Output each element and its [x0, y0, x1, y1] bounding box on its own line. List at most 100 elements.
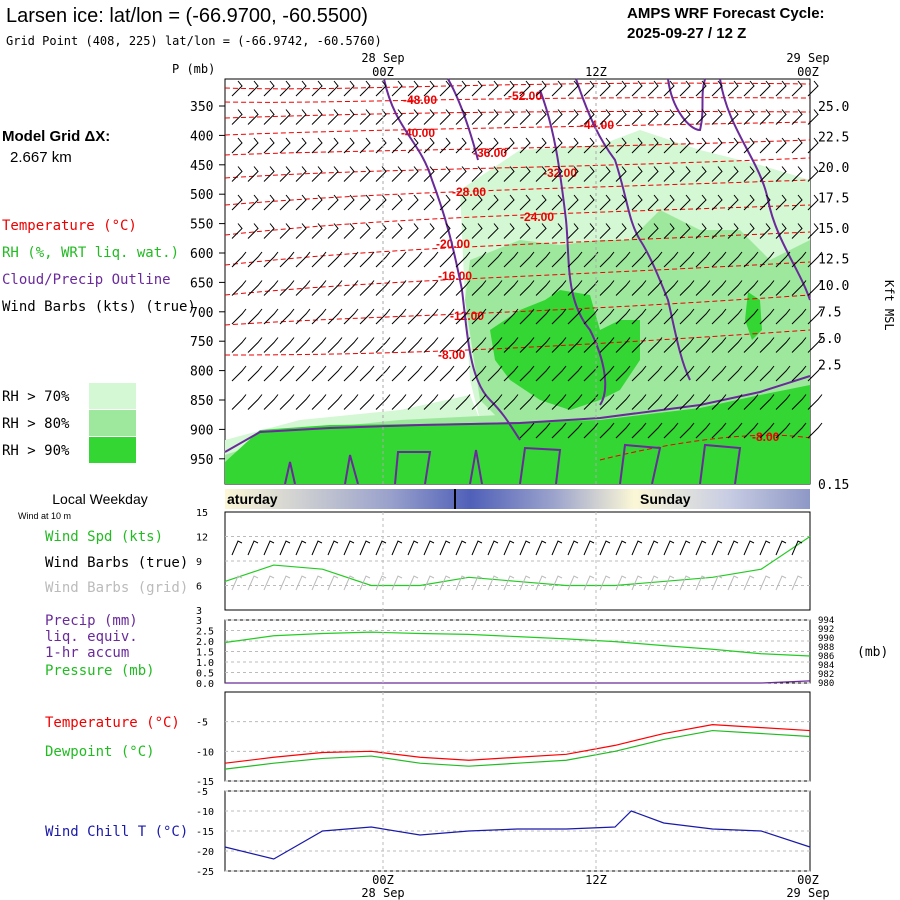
wind-barb [791, 80, 803, 97]
pressure-axis-label: P (mb) [172, 62, 215, 76]
rh80-swatch [89, 410, 136, 436]
pressure-tick-label: 550 [190, 218, 213, 233]
temp-label-16: -16.00 [438, 269, 472, 283]
wind-barb [375, 280, 391, 296]
wind-barb [647, 137, 659, 154]
wind-barb [567, 166, 579, 182]
wind-barb [391, 223, 403, 239]
wind-barb [551, 109, 563, 125]
wind-barb [279, 109, 291, 125]
wind-barb [743, 109, 755, 125]
wind-barb [711, 223, 723, 239]
wind-barb [359, 365, 375, 382]
wind-barb [743, 166, 755, 182]
wind-barb [583, 394, 599, 410]
wind-barb-grid [743, 575, 755, 591]
wind-barb [791, 280, 807, 296]
wind-barb-true [647, 540, 659, 556]
wind-barb-grid [567, 575, 579, 591]
kft-tick-label: 5.0 [818, 332, 841, 347]
wind-barb [647, 365, 663, 382]
wind-barb-grid [631, 575, 643, 591]
wind-barb [567, 280, 583, 296]
wind-barb [807, 280, 823, 296]
forecast-cycle-label: AMPS WRF Forecast Cycle: [627, 5, 825, 22]
wind-barb-true [519, 540, 531, 556]
weekday-band [225, 489, 810, 509]
wind-barb [343, 194, 355, 211]
wind-barb [231, 308, 247, 325]
wind-barb [247, 365, 263, 382]
wind-barbs-true-label: Wind Barbs (true) [45, 555, 188, 571]
wind-barb [295, 109, 307, 125]
wind-barb [599, 166, 611, 182]
wind-barb [727, 308, 743, 325]
wind-barb [519, 166, 531, 182]
wind-barb-grid [311, 575, 323, 591]
temp-label-8b: -8.00 [752, 430, 780, 444]
model-grid-value: 2.667 km [10, 149, 72, 166]
wind-barb [263, 251, 279, 268]
wind-barb [279, 166, 291, 182]
wind-barb [391, 394, 407, 410]
wind-barb [615, 365, 631, 382]
wind-barb [807, 308, 823, 325]
wind-barb [519, 251, 535, 268]
top-date-1: 28 Sep [361, 51, 404, 65]
wind-barb [423, 280, 439, 296]
pressure-tick-label: 400 [190, 129, 213, 144]
wind-barb [263, 109, 275, 125]
wind-barb [519, 137, 531, 154]
wind-barb [583, 337, 599, 353]
wind-barb [439, 251, 455, 268]
wind-barb [567, 308, 583, 325]
wind-barb [359, 337, 375, 353]
wind-barb [279, 280, 295, 296]
wind-barb [487, 166, 499, 182]
wind-barb [759, 166, 771, 182]
wind-barb [407, 365, 423, 382]
wind-barb [615, 137, 627, 154]
temp-tick-label: -15 [196, 777, 214, 788]
top-tick-00z-2: 00Z [797, 65, 819, 79]
wind-barb [407, 251, 423, 268]
wind-barb [647, 109, 659, 125]
wind-barb [327, 166, 339, 182]
wind-barb [407, 394, 423, 410]
wind-barb [663, 109, 675, 125]
wind-barb [439, 223, 451, 239]
wind-barb [503, 223, 515, 239]
wind-barb [359, 137, 371, 154]
wind-barb [391, 166, 403, 182]
wind-barb [519, 80, 531, 97]
wind-barb [615, 394, 631, 410]
wind-barb [503, 280, 519, 296]
wind-barb [471, 223, 483, 239]
kft-tick-label: 25.0 [818, 100, 849, 115]
wind-tick-label: 12 [196, 533, 208, 544]
wind-barb [439, 80, 451, 97]
wind-barb [775, 194, 787, 211]
wind-barb [615, 109, 627, 125]
wind-barb-grid [295, 575, 307, 591]
wind-barb [279, 194, 291, 211]
rh80-label: RH > 80% [2, 416, 70, 432]
kft-tick-label: 12.5 [818, 253, 849, 268]
wind-barb [247, 194, 259, 211]
wind-barb [647, 280, 663, 296]
wind-barb-grid [343, 575, 355, 591]
wind-barb [791, 194, 803, 211]
wind-barb [231, 166, 243, 182]
wind-barb [567, 223, 579, 239]
wind-barb [359, 251, 375, 268]
wind-barb-true [343, 540, 355, 556]
wind-barb-true [487, 540, 499, 556]
kft-tick-label: 2.5 [818, 359, 841, 374]
wind-barb [391, 109, 403, 125]
wind-barb [487, 308, 503, 325]
wind-speed-line [224, 536, 811, 587]
wind-barb [327, 80, 339, 97]
wind-barb [727, 280, 743, 296]
kft-tick-label: 17.5 [818, 192, 849, 207]
wind-barb [279, 137, 291, 154]
